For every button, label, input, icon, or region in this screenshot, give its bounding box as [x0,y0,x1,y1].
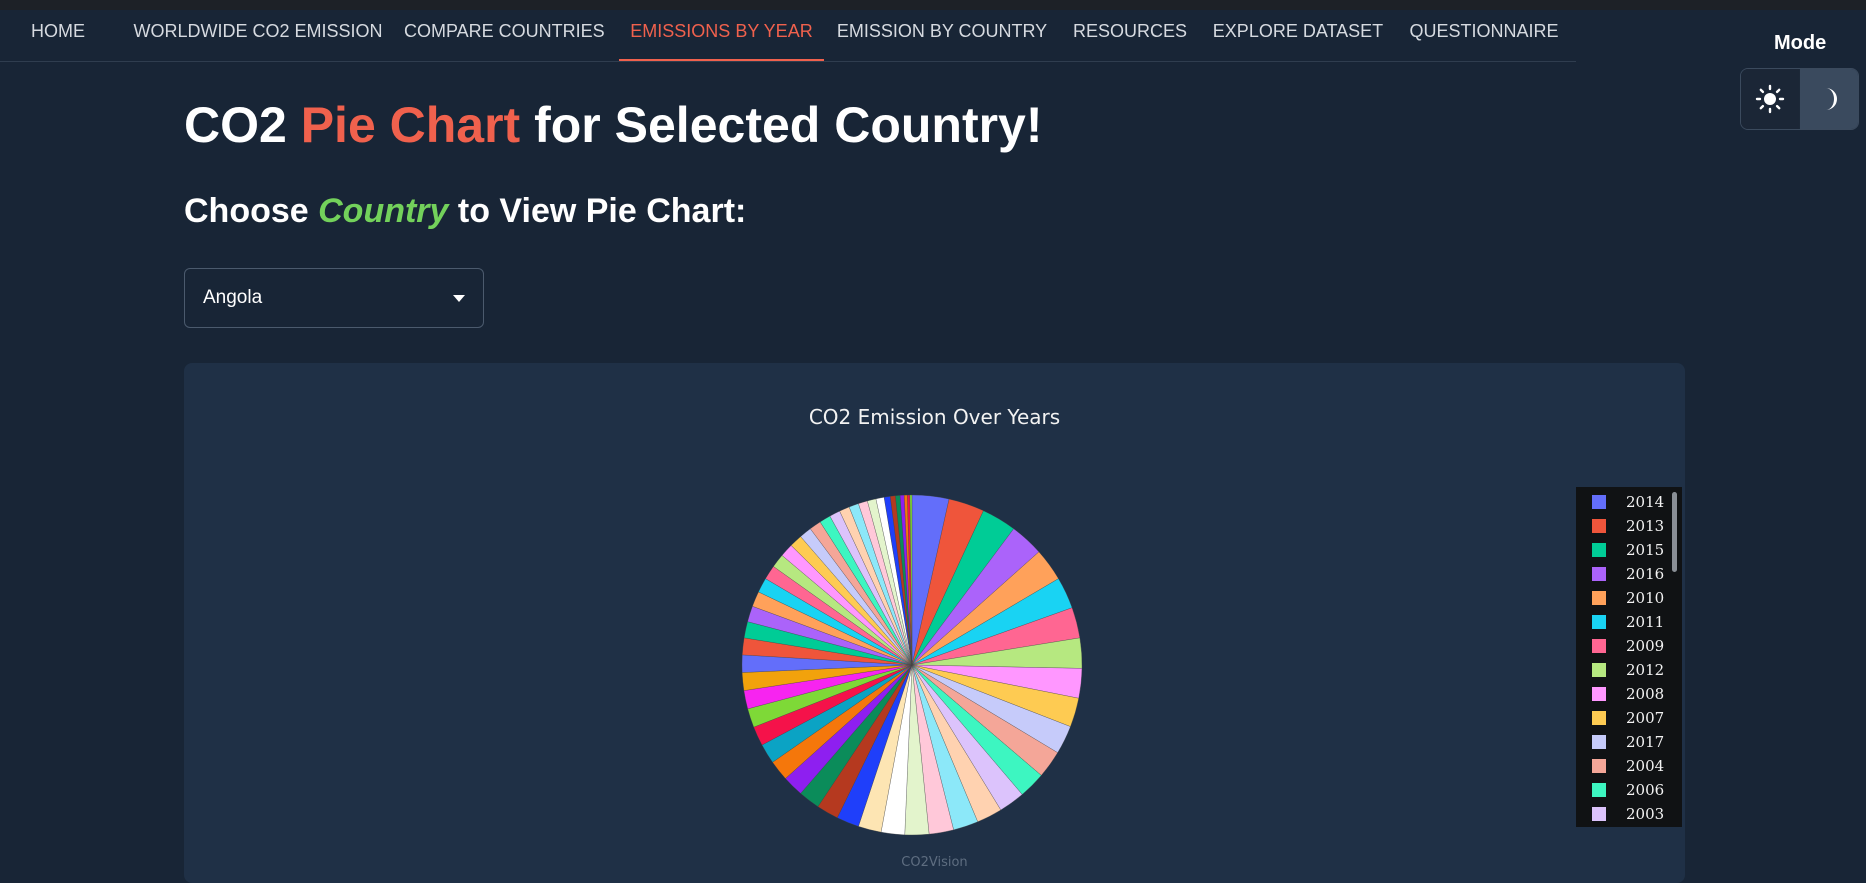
legend-label: 2015 [1626,541,1665,559]
page-title: CO2 Pie Chart for Selected Country! [184,96,1043,154]
legend-label: 2016 [1626,565,1665,583]
legend-swatch [1592,543,1606,557]
legend-swatch [1592,615,1606,629]
subtitle-part1: Choose [184,192,319,230]
sun-icon [1755,84,1785,114]
pie-slice-55[interactable] [909,494,913,666]
chart-title: CO2 Emission Over Years [808,405,1061,429]
legend-label: 2013 [1626,517,1665,535]
legend-item-2009[interactable]: 2009 [1576,633,1682,657]
legend-label: 2008 [1626,685,1665,703]
legend-swatch [1592,591,1606,605]
legend-label: 2003 [1626,805,1665,823]
section-subtitle: Choose Country to View Pie Chart: [184,192,746,231]
country-dropdown-value: Angola [203,287,263,308]
legend-swatch [1592,519,1606,533]
legend-item-2011[interactable]: 2011 [1576,609,1682,633]
legend-swatch [1592,495,1606,509]
page-title-part2: for Selected Country! [520,97,1043,153]
legend-label: 2009 [1626,637,1665,655]
dark-mode-button[interactable] [1800,69,1858,129]
legend-swatch [1592,711,1606,725]
legend-item-2013[interactable]: 2013 [1576,513,1682,537]
legend-item-2010[interactable]: 2010 [1576,585,1682,609]
mode-label: Mode [1774,32,1827,54]
top-strip [0,0,1866,10]
legend-label: 2006 [1626,781,1665,799]
page-title-accent: Pie Chart [300,97,521,153]
nav-item-explore-dataset[interactable]: EXPLORE DATASET [1212,21,1384,41]
legend-label: 2017 [1626,733,1665,751]
subtitle-part2: to View Pie Chart: [448,192,747,230]
legend-swatch [1592,639,1606,653]
chart-legend[interactable]: 2014 2013 2015 2016 2010 2011 2009 2012 2008 2007… [1576,487,1682,827]
light-mode-button[interactable] [1741,69,1799,129]
legend-item-2016[interactable]: 2016 [1576,561,1682,585]
legend-swatch [1592,687,1606,701]
legend-item-2003[interactable]: 2003 [1576,801,1682,825]
nav-item-compare-countries[interactable]: COMPARE COUNTRIES [404,21,605,41]
page-title-part1: CO2 [184,97,301,153]
chart-watermark: CO2Vision [901,855,968,870]
nav-item-questionnaire[interactable]: QUESTIONNAIRE [1409,21,1559,41]
legend-swatch [1592,663,1606,677]
legend-label: 2011 [1626,613,1665,631]
legend-item-2012[interactable]: 2012 [1576,657,1682,681]
country-dropdown[interactable]: Angola [184,268,484,328]
nav-item-worldwide-co2-emission[interactable]: WORLDWIDE CO2 EMISSION [133,21,383,41]
legend-item-2014[interactable]: 2014 [1576,489,1682,513]
legend-scrollbar[interactable] [1672,492,1677,572]
nav-item-resources[interactable]: RESOURCES [1072,21,1188,41]
legend-swatch [1592,783,1606,797]
legend-item-2004[interactable]: 2004 [1576,753,1682,777]
legend-label: 2010 [1626,589,1665,607]
navbar [0,10,1576,62]
legend-swatch [1592,807,1606,821]
mode-toggle [1740,68,1859,130]
legend-label: 2007 [1626,709,1665,727]
legend-item-2006[interactable]: 2006 [1576,777,1682,801]
legend-label: 2012 [1626,661,1665,679]
legend-item-2017[interactable]: 2017 [1576,729,1682,753]
subtitle-accent: Country [318,192,449,230]
legend-item-2007[interactable]: 2007 [1576,705,1682,729]
nav-item-emission-by-country[interactable]: EMISSION BY COUNTRY [836,21,1048,41]
chart-card: CO2 Emission Over Years 2014 2013 2015 2016… [184,363,1685,883]
nav-item-emissions-by-year[interactable]: EMISSIONS BY YEAR [619,10,824,61]
legend-item-2015[interactable]: 2015 [1576,537,1682,561]
legend-label: 2014 [1626,493,1665,511]
legend-swatch [1592,759,1606,773]
legend-label: 2004 [1626,757,1665,775]
moon-icon [1826,88,1837,110]
legend-swatch [1592,735,1606,749]
nav-item-home[interactable]: HOME [31,21,85,41]
chevron-down-icon [453,295,465,302]
legend-swatch [1592,567,1606,581]
legend-item-2008[interactable]: 2008 [1576,681,1682,705]
pie-chart[interactable] [738,483,1108,843]
